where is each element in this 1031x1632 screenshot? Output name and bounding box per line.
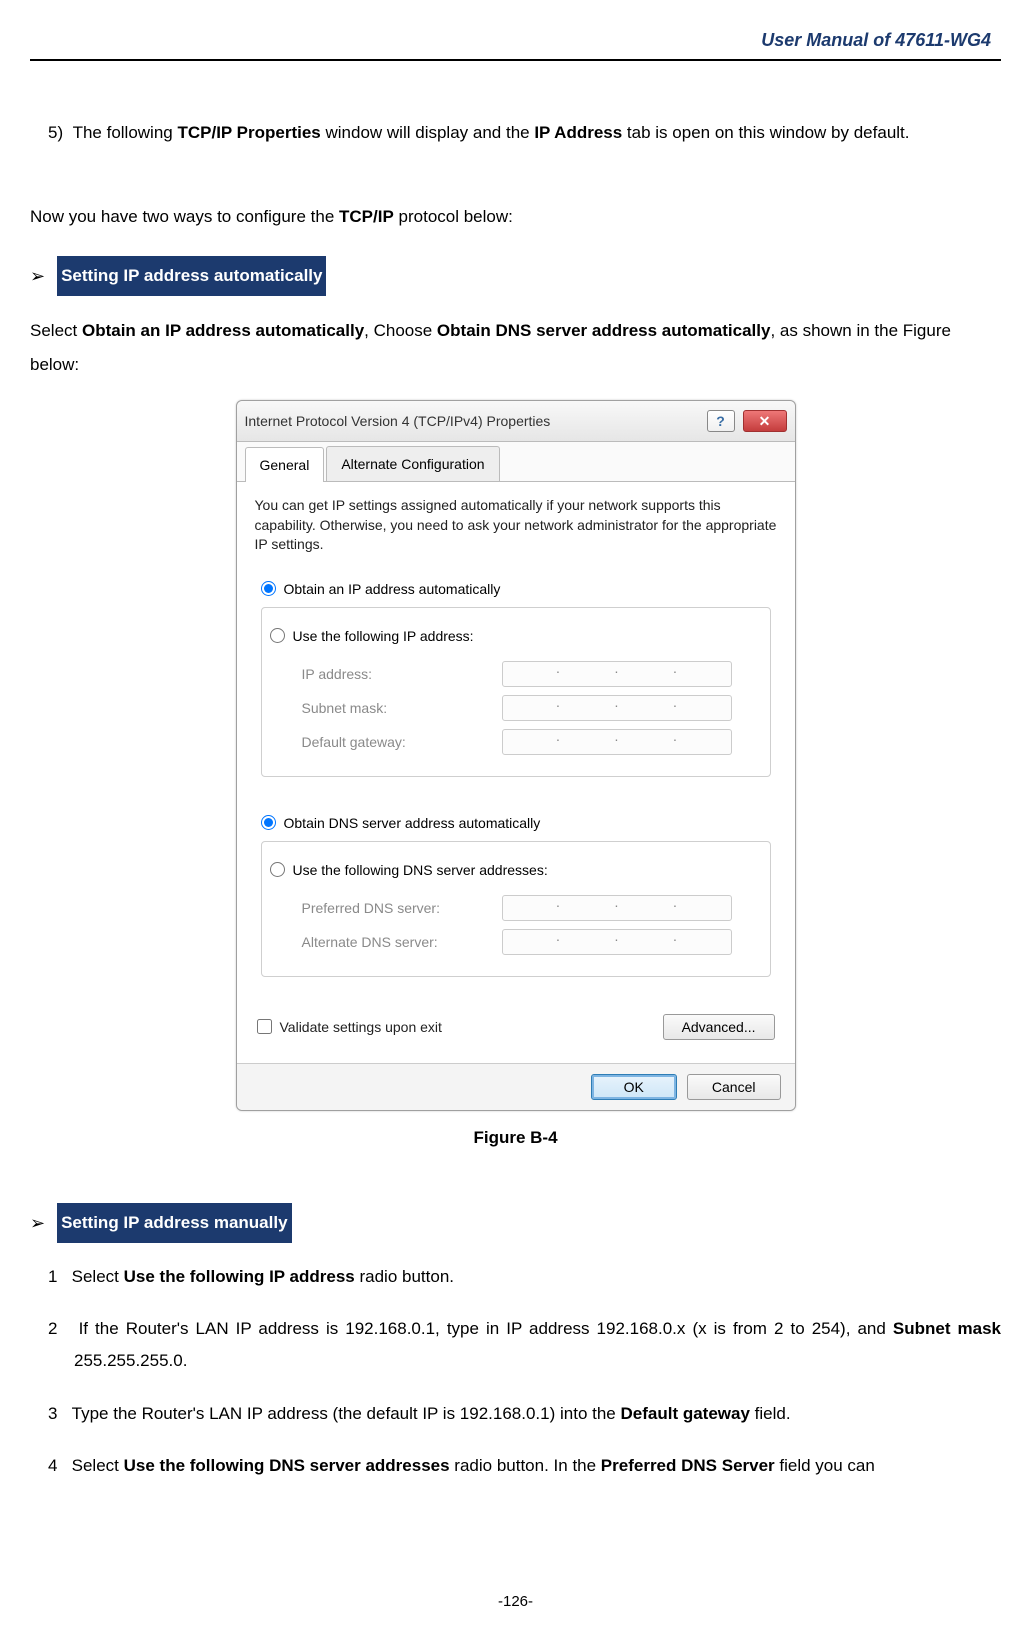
text-fragment: The following: [73, 123, 178, 142]
label-ip-address: IP address:: [302, 660, 492, 688]
section-heading-auto: ➢ Setting IP address automatically: [30, 256, 1001, 296]
section-heading-manual: ➢ Setting IP address manually: [30, 1203, 1001, 1243]
manual-steps-list: 1 Select Use the following IP address ra…: [30, 1261, 1001, 1482]
text-bold: Obtain an IP address automatically: [82, 321, 364, 340]
chevron-right-icon: ➢: [30, 258, 45, 294]
input-preferred-dns[interactable]: ...: [502, 895, 732, 921]
step-5: 5) The following TCP/IP Properties windo…: [30, 116, 1001, 150]
tab-alternate-config[interactable]: Alternate Configuration: [326, 446, 499, 481]
radio-use-following-ip[interactable]: Use the following IP address:: [270, 618, 756, 654]
select-paragraph: Select Obtain an IP address automaticall…: [30, 314, 1001, 382]
text-bold: Default gateway: [620, 1404, 749, 1423]
radio-obtain-ip-auto-input[interactable]: [261, 581, 276, 596]
radio-use-following-ip-input[interactable]: [270, 628, 285, 643]
section-label-manual: Setting IP address manually: [57, 1203, 291, 1243]
input-ip-address[interactable]: ...: [502, 661, 732, 687]
page-number: -126-: [0, 1593, 1031, 1610]
step-number: 3: [48, 1404, 57, 1423]
help-button[interactable]: ?: [707, 410, 735, 432]
text-fragment: If the Router's LAN IP address is 192.16…: [79, 1319, 893, 1338]
manual-step-4: 4 Select Use the following DNS server ad…: [30, 1450, 1001, 1482]
radio-label: Use the following IP address:: [293, 622, 474, 650]
label-default-gateway: Default gateway:: [302, 728, 492, 756]
input-default-gateway[interactable]: ...: [502, 729, 732, 755]
radio-obtain-ip-auto[interactable]: Obtain an IP address automatically: [261, 571, 771, 607]
radio-obtain-dns-auto[interactable]: Obtain DNS server address automatically: [261, 805, 771, 841]
text-fragment: tab is open on this window by default.: [622, 123, 909, 142]
text-fragment: Select: [72, 1456, 124, 1475]
tcpip-properties-dialog: Internet Protocol Version 4 (TCP/IPv4) P…: [236, 400, 796, 1111]
input-alternate-dns[interactable]: ...: [502, 929, 732, 955]
text-fragment: Now you have two ways to configure the: [30, 207, 339, 226]
text-fragment: Select: [72, 1267, 124, 1286]
dns-group: Obtain DNS server address automatically …: [255, 805, 777, 995]
text-fragment: Type the Router's LAN IP address (the de…: [72, 1404, 621, 1423]
text-bold: TCP/IP: [339, 207, 394, 226]
text-fragment: field you can: [775, 1456, 875, 1475]
ip-group: Obtain an IP address automatically Use t…: [255, 571, 777, 795]
text-fragment: radio button.: [355, 1267, 454, 1286]
step-number: 1: [48, 1267, 57, 1286]
manual-step-2: 2 If the Router's LAN IP address is 192.…: [30, 1313, 1001, 1378]
text-bold: Obtain DNS server address automatically: [437, 321, 771, 340]
ok-button[interactable]: OK: [591, 1074, 677, 1100]
manual-step-1: 1 Select Use the following IP address ra…: [30, 1261, 1001, 1293]
text-fragment: , Choose: [364, 321, 437, 340]
text-fragment: 255.255.255.0.: [74, 1351, 187, 1370]
checkbox-validate-settings-input[interactable]: [257, 1019, 272, 1034]
field-ip-address: IP address: ...: [302, 660, 756, 688]
step-5-number: 5): [48, 123, 63, 142]
label-subnet-mask: Subnet mask:: [302, 694, 492, 722]
step-number: 4: [48, 1456, 57, 1475]
panel-description: You can get IP settings assigned automat…: [255, 496, 777, 555]
chevron-right-icon: ➢: [30, 1205, 45, 1241]
advanced-button[interactable]: Advanced...: [663, 1014, 775, 1040]
text-bold: TCP/IP Properties: [177, 123, 320, 142]
checkbox-validate-settings[interactable]: Validate settings upon exit: [257, 1009, 442, 1045]
section-label-auto: Setting IP address automatically: [57, 256, 326, 296]
text-fragment: window will display and the: [321, 123, 535, 142]
field-default-gateway: Default gateway: ...: [302, 728, 756, 756]
text-bold: Use the following IP address: [124, 1267, 355, 1286]
main-content: 5) The following TCP/IP Properties windo…: [30, 116, 1001, 1482]
radio-label: Obtain DNS server address automatically: [284, 809, 541, 837]
radio-obtain-dns-auto-input[interactable]: [261, 815, 276, 830]
close-button[interactable]: ✕: [743, 410, 787, 432]
dialog-title: Internet Protocol Version 4 (TCP/IPv4) P…: [245, 407, 699, 435]
dns-manual-group: Use the following DNS server addresses: …: [261, 841, 771, 977]
ip-manual-group: Use the following IP address: IP address…: [261, 607, 771, 777]
radio-use-following-dns-input[interactable]: [270, 862, 285, 877]
header-title: User Manual of 47611-WG4: [30, 30, 1001, 59]
manual-step-3: 3 Type the Router's LAN IP address (the …: [30, 1398, 1001, 1430]
text-fragment: Select: [30, 321, 82, 340]
field-preferred-dns: Preferred DNS server: ...: [302, 894, 756, 922]
text-bold: Subnet mask: [893, 1319, 1001, 1338]
text-fragment: protocol below:: [394, 207, 513, 226]
dialog-tabs: General Alternate Configuration: [237, 442, 795, 482]
radio-use-following-dns[interactable]: Use the following DNS server addresses:: [270, 852, 756, 888]
label-preferred-dns: Preferred DNS server:: [302, 894, 492, 922]
dialog-button-bar: OK Cancel: [237, 1063, 795, 1110]
text-fragment: radio button. In the: [450, 1456, 601, 1475]
tab-general[interactable]: General: [245, 447, 325, 482]
input-subnet-mask[interactable]: ...: [502, 695, 732, 721]
checkbox-label: Validate settings upon exit: [280, 1013, 442, 1041]
text-bold: Use the following DNS server addresses: [124, 1456, 450, 1475]
radio-label: Obtain an IP address automatically: [284, 575, 501, 603]
radio-label: Use the following DNS server addresses:: [293, 856, 548, 884]
intro-paragraph: Now you have two ways to configure the T…: [30, 200, 1001, 234]
text-fragment: field.: [750, 1404, 791, 1423]
label-alternate-dns: Alternate DNS server:: [302, 928, 492, 956]
text-bold: IP Address: [534, 123, 622, 142]
dialog-panel: You can get IP settings assigned automat…: [237, 482, 795, 1063]
field-subnet-mask: Subnet mask: ...: [302, 694, 756, 722]
field-alternate-dns: Alternate DNS server: ...: [302, 928, 756, 956]
cancel-button[interactable]: Cancel: [687, 1074, 781, 1100]
step-number: 2: [48, 1319, 57, 1338]
dialog-titlebar: Internet Protocol Version 4 (TCP/IPv4) P…: [237, 401, 795, 442]
text-bold: Preferred DNS Server: [601, 1456, 775, 1475]
header-rule: [30, 59, 1001, 61]
figure-caption: Figure B-4: [30, 1121, 1001, 1155]
